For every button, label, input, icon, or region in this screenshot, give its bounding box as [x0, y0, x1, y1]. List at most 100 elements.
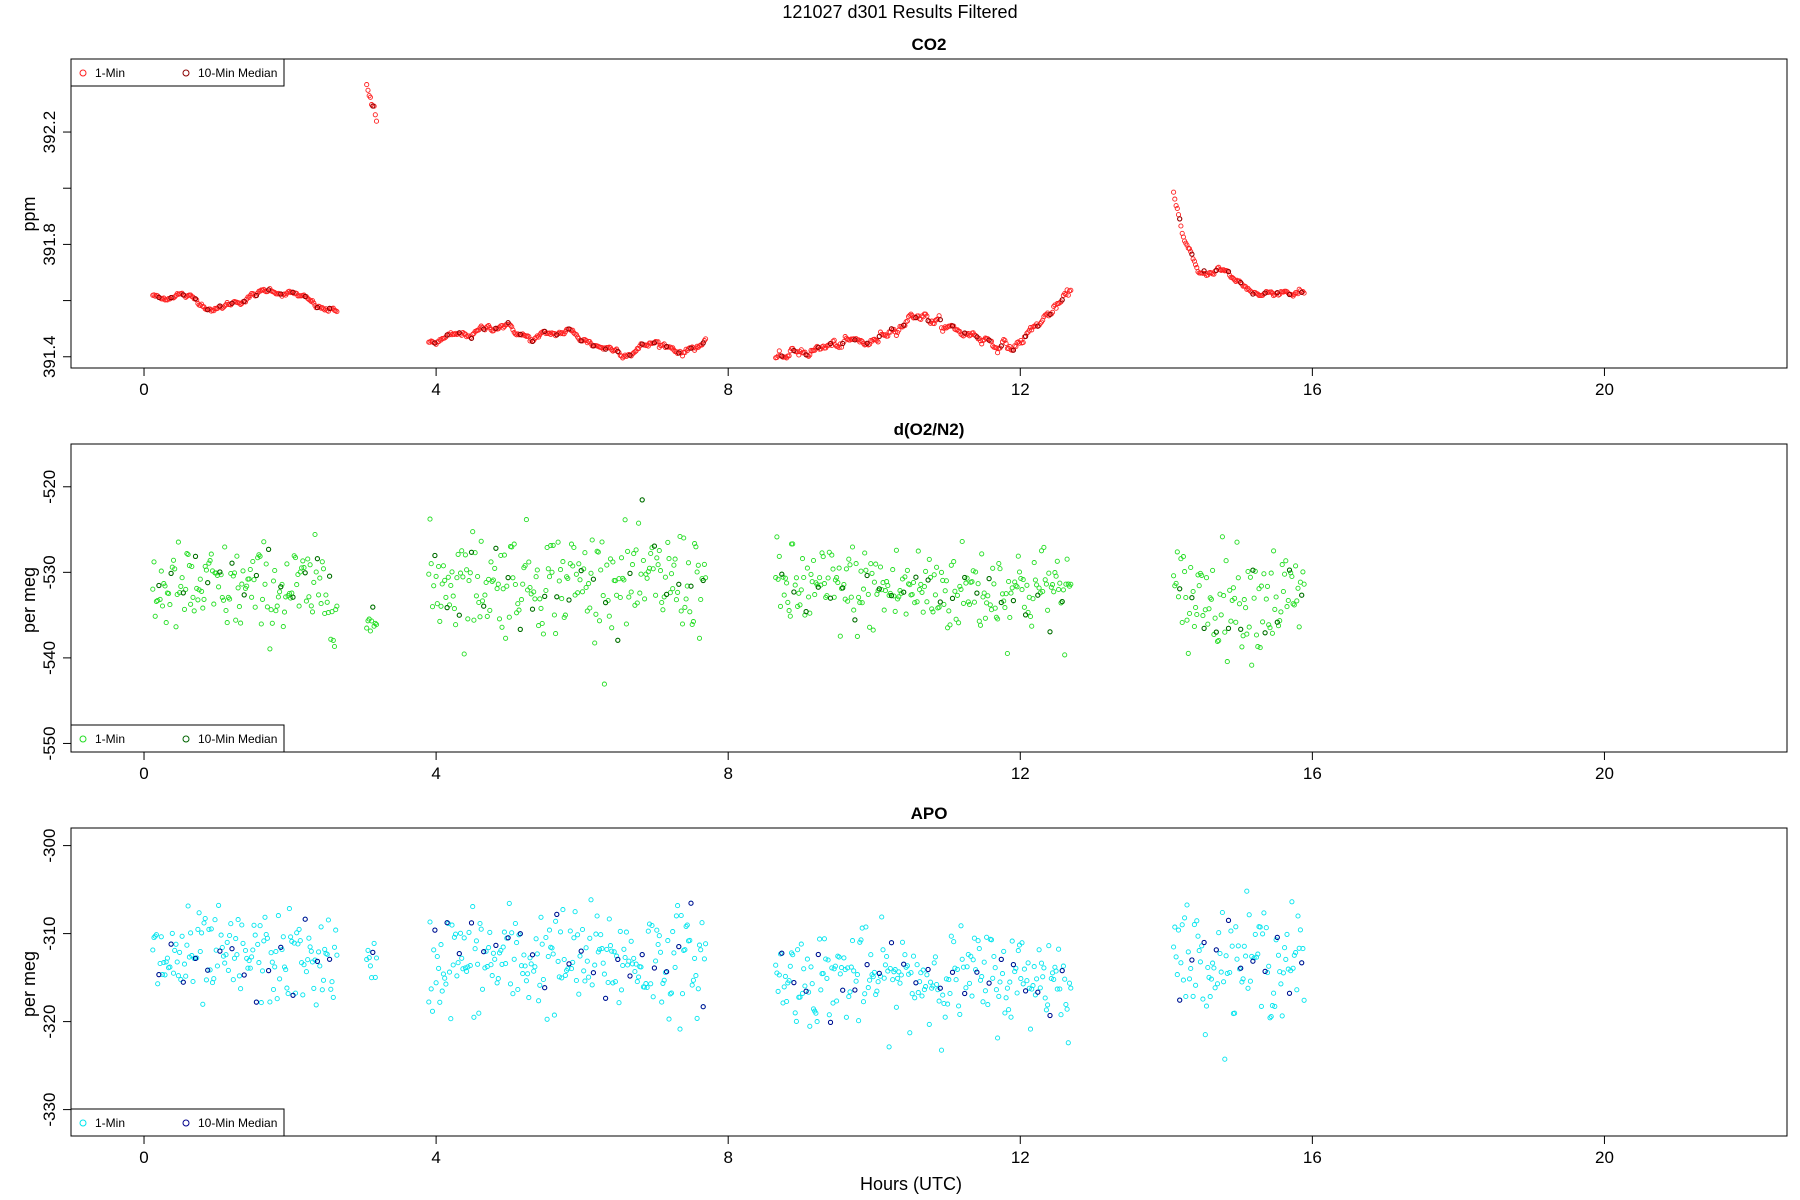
data-point — [895, 975, 901, 981]
median-point — [370, 949, 376, 956]
data-point — [605, 979, 611, 986]
data-point — [453, 622, 459, 628]
data-point — [830, 566, 836, 572]
data-point — [694, 569, 700, 575]
median-point — [156, 294, 162, 300]
data-point — [1034, 976, 1040, 982]
data-point — [311, 985, 317, 991]
x-tick-label: 12 — [1011, 764, 1030, 783]
data-point — [477, 614, 483, 620]
data-point — [1219, 909, 1225, 916]
data-point — [668, 571, 675, 577]
data-point — [587, 935, 593, 941]
x-tick-label: 4 — [431, 380, 440, 399]
data-point — [1030, 983, 1036, 989]
median-point — [229, 300, 235, 306]
y-axis-label: per meg — [19, 567, 39, 633]
data-point — [281, 964, 288, 970]
data-point — [792, 1010, 798, 1016]
data-point — [598, 567, 604, 573]
data-point — [656, 933, 662, 939]
data-point — [963, 985, 969, 991]
data-point — [307, 297, 313, 303]
data-point — [909, 991, 915, 997]
data-point — [908, 970, 914, 976]
data-point — [303, 969, 309, 975]
data-point — [440, 563, 446, 569]
data-point — [1180, 977, 1186, 983]
x-tick-label: 20 — [1595, 380, 1614, 399]
data-point — [1243, 953, 1249, 959]
data-point — [195, 597, 201, 603]
data-point — [1026, 985, 1032, 991]
data-point — [856, 594, 862, 600]
data-point — [672, 964, 678, 970]
data-point — [662, 574, 668, 580]
data-point — [218, 572, 224, 578]
data-point — [506, 900, 512, 906]
median-point — [566, 597, 572, 603]
data-point — [623, 621, 629, 627]
median-point — [1225, 917, 1232, 924]
median-point — [949, 595, 956, 602]
data-point — [178, 583, 184, 589]
data-point — [523, 978, 529, 984]
median-point — [1023, 333, 1029, 339]
data-point — [561, 614, 567, 621]
median-point — [876, 970, 882, 977]
median-point — [314, 556, 320, 562]
data-point — [965, 599, 971, 605]
data-point — [924, 313, 930, 319]
data-point — [181, 606, 188, 612]
data-point — [523, 517, 529, 523]
data-point — [252, 604, 258, 610]
data-point — [777, 603, 784, 609]
data-point — [1217, 950, 1223, 957]
legend-label-1min: 1-Min — [95, 732, 125, 746]
data-point — [178, 977, 184, 983]
data-point — [814, 1019, 820, 1025]
data-point — [991, 953, 997, 960]
legend: 1-Min 10-Min Median — [70, 58, 285, 87]
data-point — [640, 557, 646, 564]
data-point — [904, 318, 910, 324]
data-point — [484, 613, 490, 619]
x-tick-label: 16 — [1303, 1148, 1322, 1167]
data-point — [539, 620, 545, 627]
data-point — [831, 337, 837, 343]
data-point — [645, 928, 651, 934]
data-point — [851, 968, 857, 974]
median-point — [688, 583, 694, 589]
data-point — [472, 946, 478, 952]
legend-label-1min: 1-Min — [95, 1116, 125, 1130]
y-tick-label: 391.8 — [40, 223, 59, 266]
data-point — [892, 967, 898, 973]
data-point — [622, 517, 628, 523]
data-point — [1068, 287, 1074, 293]
data-point — [1232, 595, 1238, 601]
data-point — [449, 569, 455, 575]
data-point — [973, 569, 979, 575]
median-point — [156, 582, 162, 589]
median-point — [1201, 268, 1207, 274]
data-point — [654, 927, 660, 933]
data-point — [219, 594, 225, 601]
data-point — [582, 978, 588, 984]
data-point — [518, 963, 525, 969]
x-tick-label: 4 — [431, 764, 440, 783]
data-point — [606, 916, 612, 922]
data-point — [821, 581, 827, 587]
data-point — [934, 564, 940, 570]
data-point — [997, 979, 1003, 985]
data-point — [173, 624, 179, 630]
data-point — [1233, 278, 1239, 284]
median-point — [615, 348, 621, 354]
data-point — [159, 972, 166, 978]
data-point — [940, 992, 946, 998]
median-point — [1286, 990, 1293, 996]
data-point — [1064, 287, 1070, 293]
data-point — [801, 966, 807, 972]
median-point — [481, 326, 487, 332]
data-point — [604, 562, 610, 568]
median-point — [639, 341, 645, 347]
